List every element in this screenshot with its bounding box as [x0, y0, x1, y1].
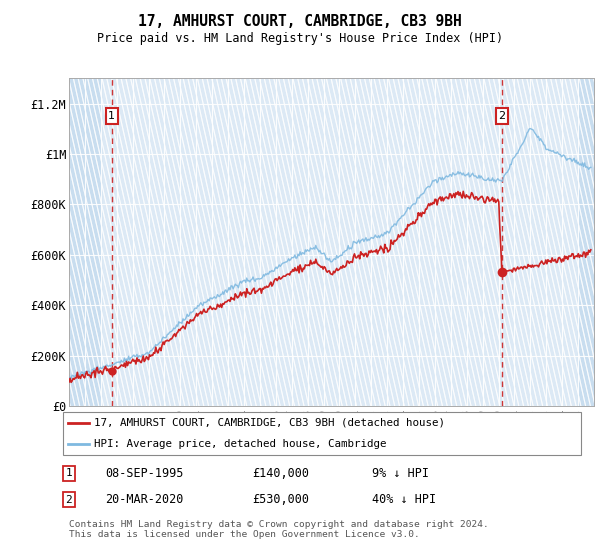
Text: HPI: Average price, detached house, Cambridge: HPI: Average price, detached house, Camb… — [94, 439, 386, 449]
Text: 20-MAR-2020: 20-MAR-2020 — [105, 493, 184, 506]
Text: £140,000: £140,000 — [252, 466, 309, 480]
Text: 17, AMHURST COURT, CAMBRIDGE, CB3 9BH (detached house): 17, AMHURST COURT, CAMBRIDGE, CB3 9BH (d… — [94, 418, 445, 428]
Text: 2: 2 — [499, 111, 506, 121]
Text: 2: 2 — [65, 494, 73, 505]
FancyBboxPatch shape — [62, 412, 581, 455]
Text: 1: 1 — [108, 111, 115, 121]
Text: Contains HM Land Registry data © Crown copyright and database right 2024.
This d: Contains HM Land Registry data © Crown c… — [69, 520, 489, 539]
Text: 9% ↓ HPI: 9% ↓ HPI — [372, 466, 429, 480]
Text: Price paid vs. HM Land Registry's House Price Index (HPI): Price paid vs. HM Land Registry's House … — [97, 32, 503, 45]
Text: 40% ↓ HPI: 40% ↓ HPI — [372, 493, 436, 506]
Text: 17, AMHURST COURT, CAMBRIDGE, CB3 9BH: 17, AMHURST COURT, CAMBRIDGE, CB3 9BH — [138, 14, 462, 29]
Text: £530,000: £530,000 — [252, 493, 309, 506]
Text: 1: 1 — [65, 468, 73, 478]
Text: 08-SEP-1995: 08-SEP-1995 — [105, 466, 184, 480]
